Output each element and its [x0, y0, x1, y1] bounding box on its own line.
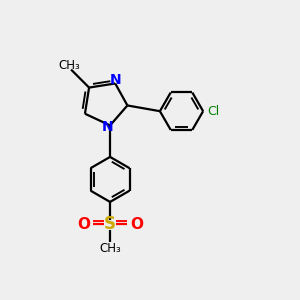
Text: CH₃: CH₃ [99, 242, 121, 255]
Text: N: N [110, 74, 122, 88]
Text: N: N [102, 120, 113, 134]
Text: Cl: Cl [208, 105, 220, 118]
Text: S: S [104, 215, 116, 233]
Text: O: O [130, 217, 143, 232]
Text: O: O [77, 217, 90, 232]
Text: CH₃: CH₃ [59, 59, 80, 72]
